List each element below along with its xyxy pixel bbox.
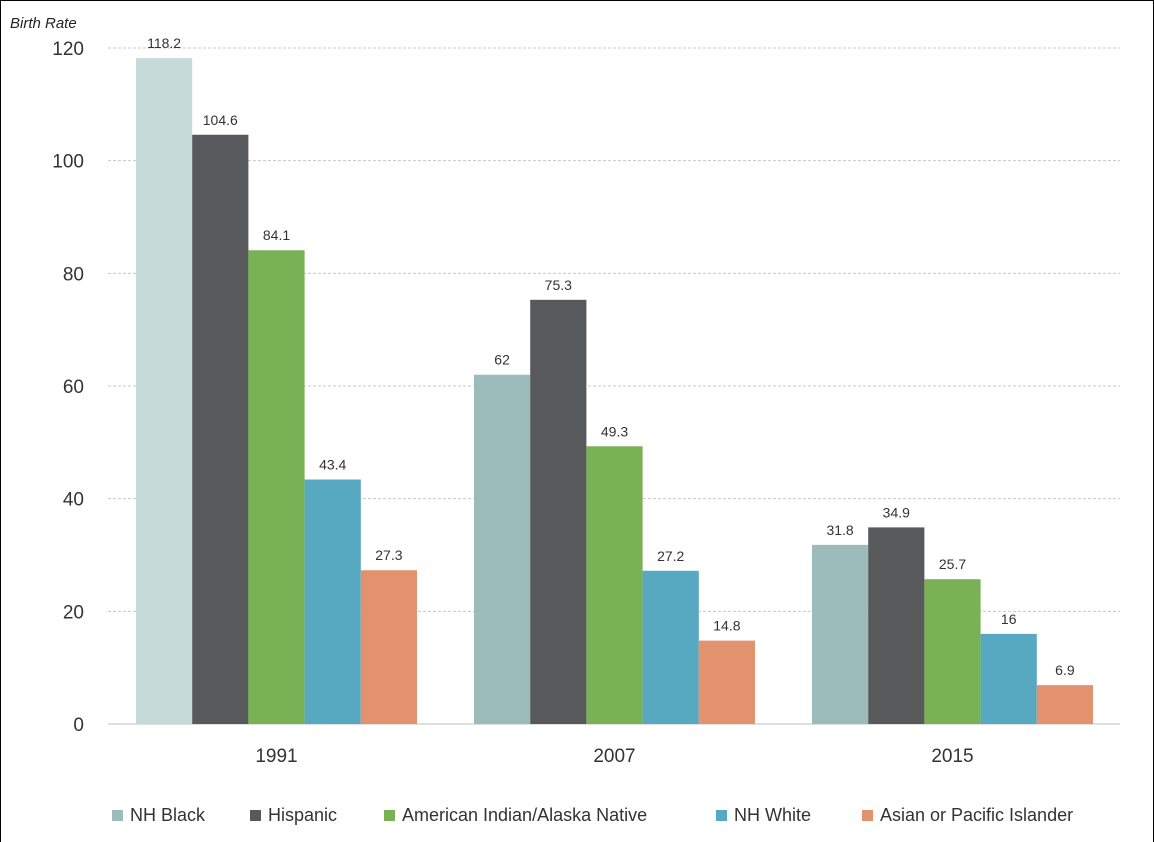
legend-swatch-hispanic — [250, 810, 261, 821]
bar-2015-hispanic — [868, 527, 925, 724]
birth-rate-bar-chart: 0 20 40 60 80 100 120 118.2 104.6 84.1 43.4 27.3 199… — [52, 35, 1120, 767]
data-label-2007-nh-white: 27.2 — [657, 548, 684, 564]
bar-2007-asian-or-pacific-islander — [698, 640, 755, 724]
bar-2007-hispanic — [530, 299, 587, 724]
legend-item-nh-black: NH Black — [112, 805, 205, 826]
legend-label-nh-white: NH White — [734, 805, 812, 825]
data-label-2015-hispanic: 34.9 — [883, 504, 910, 520]
data-label-1991-asian-or-pacific-islander: 27.3 — [375, 547, 402, 563]
bar-1991-nh-black — [136, 58, 193, 724]
y-tick-label-80: 80 — [63, 264, 84, 285]
data-label-2015-asian-or-pacific-islander: 6.9 — [1055, 662, 1075, 678]
y-axis-title: Birth Rate — [10, 15, 77, 32]
bar-1991-hispanic — [192, 134, 249, 725]
data-label-2015-nh-white: 16 — [1001, 611, 1017, 627]
legend-label-nh-black: NH Black — [130, 805, 206, 825]
y-tick-label-100: 100 — [52, 152, 84, 173]
legend-swatch-american-indian-alaska-native — [384, 810, 395, 821]
bar-2015-nh-white — [980, 633, 1037, 724]
bar-2007-nh-black — [474, 374, 531, 724]
legend-label-american-indian-alaska-native: American Indian/Alaska Native — [402, 805, 648, 825]
legend-label-hispanic: Hispanic — [268, 805, 338, 825]
legend-swatch-nh-black — [112, 810, 123, 821]
legend-item-asian-or-pacific-islander: Asian or Pacific Islander — [862, 805, 1073, 826]
y-tick-label-40: 40 — [63, 490, 84, 511]
x-tick-label-1991: 1991 — [255, 746, 297, 767]
data-label-2007-asian-or-pacific-islander: 14.8 — [713, 618, 740, 634]
bar-1991-asian-or-pacific-islander — [360, 570, 417, 724]
data-label-2015-american-indian-alaska-native: 25.7 — [939, 556, 966, 572]
legend-swatch-nh-white — [716, 810, 727, 821]
data-label-2015-nh-black: 31.8 — [826, 522, 853, 538]
data-label-1991-american-indian-alaska-native: 84.1 — [263, 227, 290, 243]
bar-2007-american-indian-alaska-native — [586, 446, 643, 724]
y-tick-label-120: 120 — [52, 39, 84, 60]
x-tick-label-2007: 2007 — [593, 746, 635, 767]
y-tick-label-0: 0 — [73, 715, 84, 736]
data-label-2007-nh-black: 62 — [494, 352, 510, 368]
bar-1991-nh-white — [304, 479, 361, 724]
data-label-1991-nh-black: 118.2 — [147, 35, 181, 51]
x-tick-label-2015: 2015 — [931, 746, 973, 767]
bar-2015-american-indian-alaska-native — [924, 579, 981, 724]
legend-item-hispanic: Hispanic — [250, 805, 337, 826]
bar-1991-american-indian-alaska-native — [248, 250, 305, 724]
data-label-2007-hispanic: 75.3 — [545, 277, 572, 293]
data-label-2007-american-indian-alaska-native: 49.3 — [601, 423, 628, 439]
y-tick-label-60: 60 — [63, 377, 84, 398]
data-label-1991-nh-white: 43.4 — [319, 457, 346, 473]
data-label-1991-hispanic: 104.6 — [203, 112, 238, 128]
legend-label-asian-or-pacific-islander: Asian or Pacific Islander — [880, 805, 1074, 825]
legend: NH Black Hispanic American Indian/Alaska… — [0, 805, 1154, 829]
bar-2015-nh-black — [812, 544, 869, 724]
bar-2015-asian-or-pacific-islander — [1036, 685, 1093, 724]
y-tick-label-20: 20 — [63, 602, 84, 623]
legend-item-nh-white: NH White — [716, 805, 811, 826]
legend-item-american-indian-alaska-native: American Indian/Alaska Native — [384, 805, 647, 826]
legend-swatch-asian-or-pacific-islander — [862, 810, 873, 821]
bar-2007-nh-white — [642, 570, 699, 724]
